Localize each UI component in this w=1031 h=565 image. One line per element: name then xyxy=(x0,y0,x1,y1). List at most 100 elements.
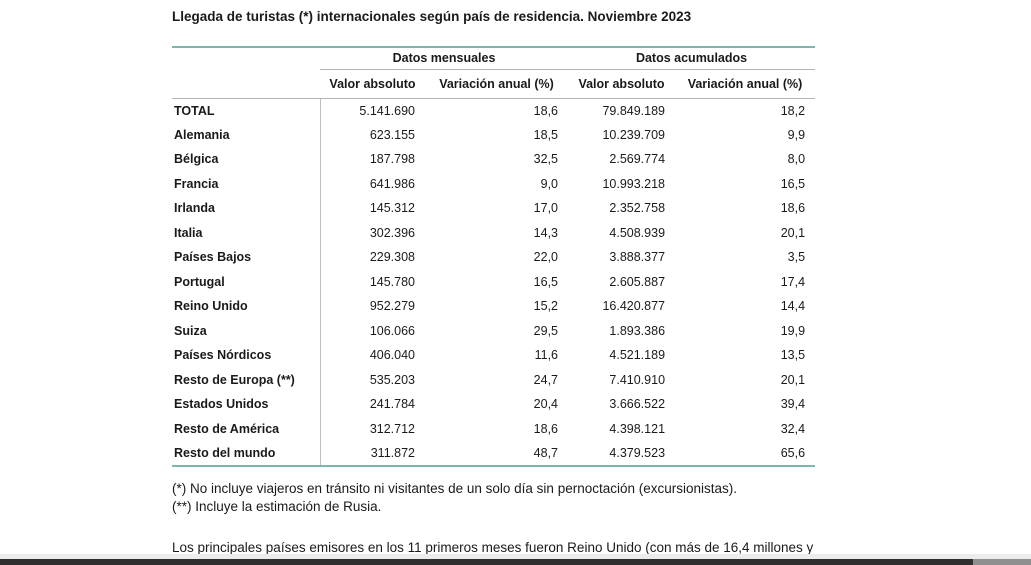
corner-cell xyxy=(172,47,320,69)
table-row: Suiza 106.066 29,5 1.893.386 19,9 xyxy=(172,318,815,343)
accumulated-variation: 20,1 xyxy=(780,372,806,387)
table-row-total: TOTAL 5.141.690 18,6 79.849.189 18,2 xyxy=(172,98,815,123)
row-label: Bélgica xyxy=(172,147,321,172)
accumulated-absolute: 10.993.218 xyxy=(602,176,666,191)
monthly-absolute: 623.155 xyxy=(369,127,415,142)
monthly-absolute: 187.798 xyxy=(369,152,415,167)
accumulated-absolute: 4.508.939 xyxy=(609,225,666,240)
body-paragraph: Los principales países emisores en los 1… xyxy=(172,540,814,555)
accumulated-variation: 13,5 xyxy=(780,348,806,363)
accumulated-variation: 65,6 xyxy=(780,445,806,460)
monthly-absolute: 145.780 xyxy=(369,274,415,289)
row-label: Francia xyxy=(172,171,321,196)
window-bottom-strip xyxy=(0,554,1031,559)
monthly-absolute: 535.203 xyxy=(369,372,415,387)
accumulated-variation: 32,4 xyxy=(780,421,806,436)
row-label: Resto del mundo xyxy=(172,441,321,466)
column-header-row: Valor absoluto Variación anual (%) Valor… xyxy=(172,69,816,99)
scrollbar-segment[interactable] xyxy=(973,559,1031,565)
table-row: Portugal 145.780 16,5 2.605.887 17,4 xyxy=(172,269,815,294)
accumulated-absolute: 2.352.758 xyxy=(609,201,666,216)
table-row: Irlanda 145.312 17,0 2.352.758 18,6 xyxy=(172,196,815,221)
monthly-absolute: 406.040 xyxy=(369,348,415,363)
monthly-absolute: 952.279 xyxy=(369,299,415,314)
table-row: Italia 302.396 14,3 4.508.939 20,1 xyxy=(172,220,815,245)
row-label: Resto de América xyxy=(172,416,321,441)
monthly-absolute: 241.784 xyxy=(369,397,415,412)
col-header-accumulated-variation: Variación anual (%) xyxy=(675,69,816,99)
accumulated-variation: 20,1 xyxy=(780,225,806,240)
group-header-monthly: Datos mensuales xyxy=(320,47,569,70)
tourist-arrivals-table: Datos mensuales Datos acumulados Valor a… xyxy=(172,46,816,467)
accumulated-absolute: 2.569.774 xyxy=(609,152,666,167)
table-row: Bélgica 187.798 32,5 2.569.774 8,0 xyxy=(172,147,815,172)
accumulated-variation: 39,4 xyxy=(780,397,806,412)
monthly-variation: 11,6 xyxy=(534,348,559,363)
monthly-variation: 16,5 xyxy=(533,274,559,289)
row-label: Países Nórdicos xyxy=(172,343,321,368)
monthly-variation: 29,5 xyxy=(533,323,559,338)
row-label: Alemania xyxy=(172,122,321,147)
accumulated-absolute: 4.398.121 xyxy=(609,421,666,436)
accumulated-absolute: 4.521.189 xyxy=(609,348,666,363)
monthly-variation: 18,6 xyxy=(533,421,559,436)
group-header-row: Datos mensuales Datos acumulados xyxy=(172,47,816,70)
monthly-variation: 18,6 xyxy=(533,103,559,118)
row-label: Irlanda xyxy=(172,196,321,221)
monthly-variation: 24,7 xyxy=(533,372,559,387)
monthly-variation: 15,2 xyxy=(533,299,559,314)
accumulated-variation: 18,2 xyxy=(780,103,806,118)
row-label: Italia xyxy=(172,220,321,245)
accumulated-absolute: 3.666.522 xyxy=(609,397,666,412)
monthly-variation: 18,5 xyxy=(533,127,559,142)
accumulated-absolute: 10.239.709 xyxy=(602,127,666,142)
monthly-variation: 17,0 xyxy=(533,201,559,216)
row-label: Portugal xyxy=(172,269,321,294)
monthly-variation: 9,0 xyxy=(540,176,559,191)
col-header-monthly-absolute: Valor absoluto xyxy=(320,69,425,99)
monthly-variation: 22,0 xyxy=(533,250,559,265)
footnote-double-asterisk: (**) Incluye la estimación de Rusia. xyxy=(172,499,382,514)
col-header-monthly-variation: Variación anual (%) xyxy=(425,69,569,99)
col-header-accumulated-absolute: Valor absoluto xyxy=(568,69,676,99)
accumulated-absolute: 16.420.877 xyxy=(602,299,666,314)
row-label: Suiza xyxy=(172,318,321,343)
monthly-absolute: 312.712 xyxy=(369,421,415,436)
table-row: Estados Unidos 241.784 20,4 3.666.522 39… xyxy=(172,392,815,417)
accumulated-absolute: 1.893.386 xyxy=(609,323,666,338)
monthly-variation: 48,7 xyxy=(533,445,559,460)
row-label: Reino Unido xyxy=(172,294,321,319)
page-title: Llegada de turistas (*) internacionales … xyxy=(172,9,692,24)
table-row: Resto de América 312.712 18,6 4.398.121 … xyxy=(172,416,815,441)
accumulated-variation: 16,5 xyxy=(780,176,806,191)
monthly-absolute: 106.066 xyxy=(369,323,415,338)
monthly-absolute: 145.312 xyxy=(369,201,415,216)
accumulated-variation: 18,6 xyxy=(780,201,806,216)
row-label: TOTAL xyxy=(172,98,321,123)
row-label: Países Bajos xyxy=(172,245,321,270)
footnote-asterisk: (*) No incluye viajeros en tránsito ni v… xyxy=(172,481,738,496)
table-row: Resto de Europa (**) 535.203 24,7 7.410.… xyxy=(172,367,815,392)
monthly-variation: 32,5 xyxy=(533,152,559,167)
table-row: Reino Unido 952.279 15,2 16.420.877 14,4 xyxy=(172,294,815,319)
accumulated-variation: 14,4 xyxy=(780,299,806,314)
monthly-variation: 14,3 xyxy=(533,225,559,240)
monthly-absolute: 641.986 xyxy=(369,176,415,191)
table-row: Francia 641.986 9,0 10.993.218 16,5 xyxy=(172,171,815,196)
footnotes-block: (*) No incluye viajeros en tránsito ni v… xyxy=(172,480,737,516)
accumulated-absolute: 79.849.189 xyxy=(602,103,666,118)
accumulated-variation: 19,9 xyxy=(780,323,806,338)
corner-cell-2 xyxy=(172,69,320,99)
accumulated-absolute: 4.379.523 xyxy=(609,445,666,460)
monthly-variation: 20,4 xyxy=(533,397,559,412)
table-row: Países Nórdicos 406.040 11,6 4.521.189 1… xyxy=(172,343,815,368)
monthly-absolute: 5.141.690 xyxy=(359,103,415,118)
accumulated-variation: 17,4 xyxy=(780,274,806,289)
monthly-absolute: 302.396 xyxy=(369,225,415,240)
accumulated-variation: 8,0 xyxy=(787,152,806,167)
table-row: Resto del mundo 311.872 48,7 4.379.523 6… xyxy=(172,441,815,466)
monthly-absolute: 311.872 xyxy=(370,445,415,460)
row-label: Estados Unidos xyxy=(172,392,321,417)
monthly-absolute: 229.308 xyxy=(369,250,415,265)
